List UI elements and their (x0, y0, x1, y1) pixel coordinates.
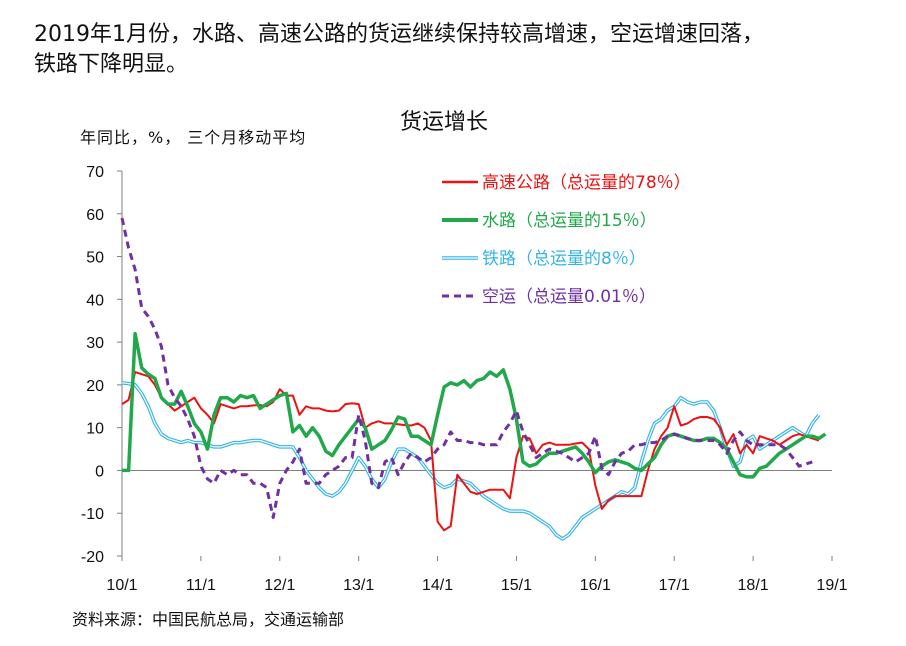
x-tick-label: 16/1 (580, 577, 611, 594)
x-tick-label: 11/1 (186, 577, 216, 594)
y-tick-label: 0 (95, 463, 104, 480)
legend-label-highway: 高速公路（总运量的78％） (482, 173, 691, 193)
legend: 高速公路（总运量的78％） 水路（总运量的15％） 铁路（总运量的8％） 空运（总运量… (442, 173, 691, 307)
x-tick-label: 17/1 (659, 577, 690, 594)
series-water-line (122, 331, 827, 479)
x-tick-label: 15/1 (501, 577, 532, 594)
headline-bold: 2019年1月份，水路、高速公路的货运继续保持较高增速， (34, 22, 610, 47)
y-tick-label: 20 (86, 378, 104, 395)
y-axis-label: 年同比，%， 三个月移动平均 (80, 128, 307, 147)
headline-normal: 空运增速回落， (610, 22, 765, 47)
legend-label-water: 水路（总运量的15％） (482, 211, 657, 231)
x-tick-label: 13/1 (343, 577, 374, 594)
y-tick-label: -20 (81, 549, 104, 566)
x-tick-label: 18/1 (738, 577, 769, 594)
legend-label-air: 空运（总运量0.01％） (482, 287, 656, 307)
y-tick-label: 10 (86, 421, 104, 438)
legend-label-rail: 铁路（总运量的8％） (482, 249, 646, 269)
y-tick-label: 70 (86, 164, 104, 181)
series-air-line (120, 217, 813, 519)
series-rail-line-inner (121, 382, 820, 540)
chart-title: 货运增长 (400, 110, 489, 135)
x-tick-label: 19/1 (816, 577, 847, 594)
x-tick-label: 14/1 (422, 577, 453, 594)
y-tick-label: 60 (86, 207, 104, 224)
source-note: 资料来源：中国民航总局，交通运输部 (72, 610, 345, 629)
series-highway-line (121, 371, 820, 532)
x-tick-label: 12/1 (264, 577, 295, 594)
series-lines (120, 217, 827, 541)
headline-line-1: 2019年1月份，水路、高速公路的货运继续保持较高增速，空运增速回落， (34, 20, 894, 50)
y-tick-label: 30 (86, 335, 104, 352)
y-tick-label: -10 (81, 506, 104, 523)
x-tick-label: 10/1 (106, 577, 137, 594)
y-tick-label: 40 (86, 292, 104, 309)
headline: 2019年1月份，水路、高速公路的货运继续保持较高增速，空运增速回落， 铁路下降… (34, 20, 894, 80)
y-tick-label: 50 (86, 250, 104, 267)
headline-line-2: 铁路下降明显。 (34, 52, 189, 77)
